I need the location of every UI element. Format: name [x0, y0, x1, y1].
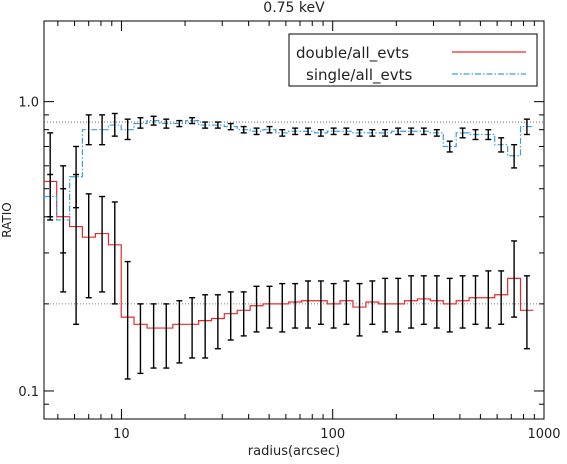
- errorbar-point: [408, 275, 415, 329]
- x-tick-label: 10: [113, 427, 130, 442]
- errorbar-point: [292, 127, 299, 136]
- errorbar-point: [292, 282, 299, 329]
- errorbar-point: [408, 127, 415, 136]
- x-tick-label: 1000: [527, 427, 560, 442]
- major-ticks: [44, 21, 545, 419]
- errorbar-point: [279, 282, 286, 333]
- y-axis-label: RATIO: [0, 202, 14, 237]
- errorbar-point: [523, 275, 530, 350]
- errorbar-point: [111, 112, 118, 137]
- errorbar-point: [382, 277, 389, 333]
- errorbar-point: [356, 128, 363, 137]
- errorbar-point: [253, 127, 260, 136]
- errorbar-point: [240, 125, 247, 134]
- errorbar-point: [485, 270, 492, 329]
- errorbar-point: [189, 297, 196, 359]
- errorbar-point: [356, 282, 363, 337]
- errorbar-point: [446, 140, 453, 153]
- errorbar-point: [330, 282, 337, 329]
- errorbar-point: [137, 117, 144, 129]
- errorbar-point: [446, 277, 453, 333]
- errorbar-point: [317, 280, 324, 325]
- errorbar-point: [420, 127, 427, 136]
- series-line-1: [44, 119, 534, 221]
- errorbar-point: [395, 127, 402, 136]
- legend-label-single: single/all_evts: [306, 66, 412, 85]
- errorbar-point: [433, 275, 440, 329]
- errorbar-point: [85, 114, 92, 146]
- errorbar-point: [150, 303, 157, 369]
- errorbar-point: [472, 128, 479, 141]
- errorbar-point: [279, 128, 286, 137]
- errorbar-point: [124, 260, 131, 380]
- errorbar-point: [472, 275, 479, 325]
- errorbar-point: [137, 303, 144, 375]
- errorbar-point: [99, 114, 106, 146]
- errorbar-point: [369, 128, 376, 137]
- errorbar-point: [420, 275, 427, 325]
- errorbar-point: [111, 201, 118, 305]
- plot-frame: [43, 20, 545, 420]
- errorbar-point: [99, 195, 106, 293]
- errorbar-point: [253, 285, 260, 333]
- errorbar-point: [485, 128, 492, 141]
- errorbar-point: [163, 118, 170, 129]
- errorbar-point: [163, 303, 170, 369]
- errorbar-point: [369, 280, 376, 325]
- legend-label-double: double/all_evts: [296, 44, 409, 63]
- errorbar-point: [266, 125, 273, 134]
- errorbar-point: [227, 122, 234, 131]
- errorbar-point: [511, 240, 518, 318]
- errorbar-point: [189, 117, 196, 125]
- errorbar-point: [240, 291, 247, 337]
- errorbar-point: [176, 119, 183, 128]
- errorbar-point: [498, 270, 505, 325]
- errorbar-point: [433, 128, 440, 137]
- errorbar-point: [523, 118, 530, 136]
- errorbar-point: [124, 118, 131, 141]
- errorbar-point: [305, 280, 312, 329]
- errorbar-point: [305, 127, 312, 136]
- errorbar-point: [511, 143, 518, 169]
- errorbar-point: [202, 121, 209, 129]
- errorbar-point: [73, 145, 80, 209]
- errorbar-point: [47, 173, 54, 221]
- y-tick-label: 0.1: [18, 385, 39, 400]
- errorbar-point: [266, 285, 273, 329]
- series-line-0: [44, 180, 534, 329]
- chart-title: 0.75 keV: [263, 0, 325, 16]
- series-layer: [44, 119, 534, 329]
- errorbar-point: [60, 188, 67, 254]
- errorbar-layer: [47, 112, 530, 380]
- errorbar-point: [330, 127, 337, 136]
- errorbar-point: [214, 294, 221, 350]
- errorbar-point: [317, 128, 324, 137]
- errorbar-point: [459, 127, 466, 139]
- errorbar-point: [150, 115, 157, 126]
- legend-box: [288, 33, 538, 87]
- errorbar-point: [343, 280, 350, 325]
- errorbar-point: [498, 137, 505, 153]
- errorbar-point: [395, 277, 402, 333]
- tick-labels: 10 100 1000 0.1 1.0: [18, 96, 560, 442]
- errorbar-point: [202, 294, 209, 359]
- errorbar-point: [85, 193, 92, 299]
- legend: double/all_evts single/all_evts: [288, 33, 538, 87]
- errorbar-point: [343, 127, 350, 136]
- errorbar-point: [459, 275, 466, 329]
- x-axis-label: radius(arcsec): [248, 444, 340, 459]
- y-tick-label: 1.0: [18, 96, 39, 111]
- x-tick-label: 100: [320, 427, 345, 442]
- minor-ticks: [44, 21, 544, 419]
- errorbar-point: [176, 300, 183, 364]
- reference-lines: [44, 121, 544, 305]
- errorbar-point: [227, 291, 234, 341]
- errorbar-point: [382, 128, 389, 137]
- errorbar-point: [214, 121, 221, 129]
